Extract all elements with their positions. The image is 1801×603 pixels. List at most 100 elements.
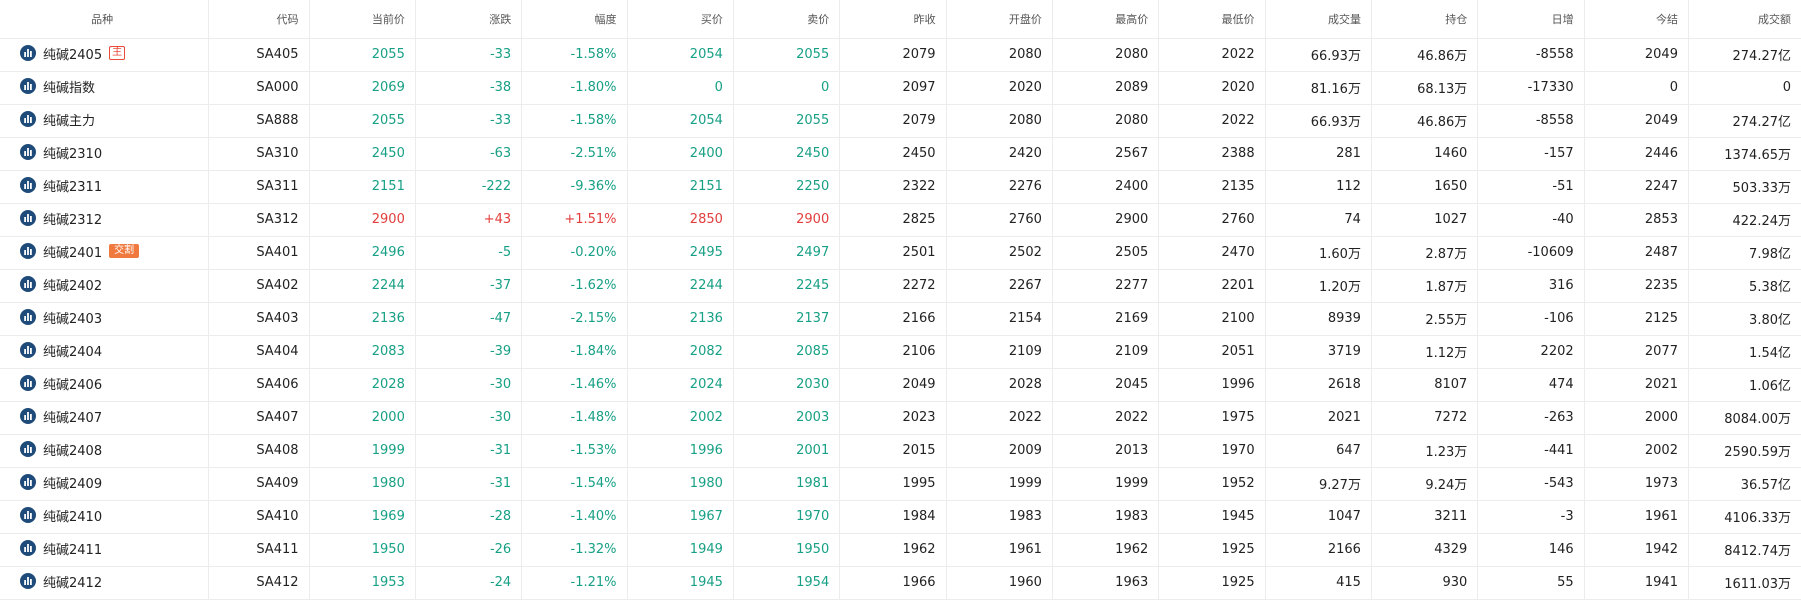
bar-chart-icon[interactable]	[20, 177, 36, 194]
pct-cell: -1.62%	[521, 269, 628, 303]
contract-name-cell[interactable]: 纯碱2405 主	[0, 38, 210, 72]
contract-name-cell[interactable]: 纯碱2311	[0, 170, 210, 204]
contract-name[interactable]: 纯碱2403	[43, 311, 103, 327]
contract-name[interactable]: 纯碱2410	[43, 509, 103, 525]
bar-chart-icon[interactable]	[20, 507, 36, 524]
prev-close-cell: 1984	[839, 500, 947, 534]
contract-name[interactable]: 纯碱2402	[43, 278, 103, 294]
table-row[interactable]: 纯碱2405 主 SA405 2055 -33 -1.58% 2054 2055 2079 208…	[0, 38, 1801, 72]
table-row[interactable]: 纯碱2408 SA408 1999 -31 -1.53% 1996 2001 2015 2009…	[0, 434, 1801, 468]
column-header-low[interactable]: 最低价	[1158, 0, 1266, 39]
table-row[interactable]: 纯碱指数 SA000 2069 -38 -1.80% 0 0 2097 2020 2089 2020…	[0, 71, 1801, 105]
contract-name[interactable]: 纯碱2311	[43, 179, 103, 195]
turnover-cell: 0	[1688, 71, 1801, 105]
table-row[interactable]: 纯碱2311 SA311 2151 -222 -9.36% 2151 2250 2322 227…	[0, 170, 1801, 204]
daily-increase-cell: -157	[1477, 137, 1585, 171]
table-row[interactable]: 纯碱2310 SA310 2450 -63 -2.51% 2400 2450 2450 2420…	[0, 137, 1801, 171]
bar-chart-icon[interactable]	[20, 408, 36, 425]
column-header-price[interactable]: 当前价	[309, 0, 416, 39]
change-cell: -47	[415, 302, 523, 336]
bar-chart-icon[interactable]	[20, 45, 36, 62]
bar-chart-icon[interactable]	[20, 210, 36, 227]
change-cell: -5	[415, 236, 523, 270]
table-row[interactable]: 纯碱2409 SA409 1980 -31 -1.54% 1980 1981 1995 1999…	[0, 467, 1801, 501]
contract-name[interactable]: 纯碱2312	[43, 212, 103, 228]
column-header-daily-increase[interactable]: 日增	[1477, 0, 1585, 39]
code-cell: SA404	[208, 335, 310, 369]
table-row[interactable]: 纯碱主力 SA888 2055 -33 -1.58% 2054 2055 2079 2080 20…	[0, 104, 1801, 138]
column-header-open-interest[interactable]: 持仓	[1371, 0, 1479, 39]
contract-name-cell[interactable]: 纯碱2411	[0, 533, 210, 567]
contract-name-cell[interactable]: 纯碱2403	[0, 302, 210, 336]
column-header-code[interactable]: 代码	[208, 0, 310, 39]
column-header-open[interactable]: 开盘价	[946, 0, 1053, 39]
table-row[interactable]: 纯碱2407 SA407 2000 -30 -1.48% 2002 2003 2023 2022…	[0, 401, 1801, 435]
column-header-prev-close[interactable]: 昨收	[839, 0, 947, 39]
contract-name-cell[interactable]: 纯碱2402	[0, 269, 210, 303]
bar-chart-icon[interactable]	[20, 243, 36, 260]
contract-name-cell[interactable]: 纯碱2407	[0, 401, 210, 435]
table-row[interactable]: 纯碱2404 SA404 2083 -39 -1.84% 2082 2085 2106 2109…	[0, 335, 1801, 369]
contract-name[interactable]: 纯碱2406	[43, 377, 103, 393]
bar-chart-icon[interactable]	[20, 441, 36, 458]
contract-name-cell[interactable]: 纯碱2408	[0, 434, 210, 468]
contract-name[interactable]: 纯碱2401	[43, 245, 103, 261]
column-header-ask[interactable]: 卖价	[733, 0, 841, 39]
price-cell: 2244	[309, 269, 416, 303]
column-header-turnover[interactable]: 成交额	[1688, 0, 1801, 39]
bar-chart-icon[interactable]	[20, 309, 36, 326]
column-header-settle[interactable]: 今结	[1584, 0, 1689, 39]
bar-chart-icon[interactable]	[20, 78, 36, 95]
contract-name[interactable]: 纯碱2310	[43, 146, 103, 162]
column-header-pct[interactable]: 幅度	[521, 0, 628, 39]
contract-name[interactable]: 纯碱2409	[43, 476, 103, 492]
contract-name-cell[interactable]: 纯碱2312	[0, 203, 210, 237]
contract-name[interactable]: 纯碱2408	[43, 443, 103, 459]
ask-cell: 2003	[733, 401, 841, 435]
settle-cell: 2487	[1584, 236, 1689, 270]
contract-name[interactable]: 纯碱指数	[43, 80, 96, 96]
column-header-high[interactable]: 最高价	[1052, 0, 1160, 39]
bar-chart-icon[interactable]	[20, 573, 36, 590]
contract-name-cell[interactable]: 纯碱指数	[0, 71, 210, 105]
table-row[interactable]: 纯碱2403 SA403 2136 -47 -2.15% 2136 2137 2166 2154…	[0, 302, 1801, 336]
bar-chart-icon[interactable]	[20, 111, 36, 128]
table-row[interactable]: 纯碱2401 交割 SA401 2496 -5 -0.20% 2495 2497 2501 250…	[0, 236, 1801, 270]
contract-name[interactable]: 纯碱2412	[43, 575, 103, 591]
contract-name-cell[interactable]: 纯碱2412	[0, 566, 210, 600]
table-row[interactable]: 纯碱2402 SA402 2244 -37 -1.62% 2244 2245 2272 2267…	[0, 269, 1801, 303]
bar-chart-icon[interactable]	[20, 375, 36, 392]
contract-name-cell[interactable]: 纯碱2406	[0, 368, 210, 402]
column-header-volume[interactable]: 成交量	[1265, 0, 1372, 39]
contract-name[interactable]: 纯碱主力	[43, 113, 96, 129]
contract-name-cell[interactable]: 纯碱2310	[0, 137, 210, 171]
contract-name-cell[interactable]: 纯碱2410	[0, 500, 210, 534]
bar-chart-icon[interactable]	[20, 276, 36, 293]
bar-chart-icon[interactable]	[20, 342, 36, 359]
contract-name-cell[interactable]: 纯碱2401 交割	[0, 236, 210, 270]
open-interest-cell: 2.55万	[1371, 302, 1479, 336]
contract-name[interactable]: 纯碱2407	[43, 410, 103, 426]
table-row[interactable]: 纯碱2410 SA410 1969 -28 -1.40% 1967 1970 1984 1983…	[0, 500, 1801, 534]
contract-name-cell[interactable]: 纯碱主力	[0, 104, 210, 138]
price-cell: 2000	[309, 401, 416, 435]
bar-chart-icon[interactable]	[20, 144, 36, 161]
code-cell: SA406	[208, 368, 310, 402]
price-cell: 1999	[309, 434, 416, 468]
contract-name[interactable]: 纯碱2404	[43, 344, 103, 360]
contract-name-group: 纯碱2412	[20, 572, 102, 591]
column-header-change[interactable]: 涨跌	[415, 0, 523, 39]
contract-name[interactable]: 纯碱2405	[43, 47, 103, 63]
column-header-bid[interactable]: 买价	[627, 0, 734, 39]
contract-name[interactable]: 纯碱2411	[43, 542, 103, 558]
column-header-name[interactable]: 品种	[0, 0, 210, 39]
bar-chart-icon[interactable]	[20, 474, 36, 491]
contract-name-cell[interactable]: 纯碱2409	[0, 467, 210, 501]
pct-cell: -1.40%	[521, 500, 628, 534]
bar-chart-icon[interactable]	[20, 540, 36, 557]
table-row[interactable]: 纯碱2406 SA406 2028 -30 -1.46% 2024 2030 2049 2028…	[0, 368, 1801, 402]
table-row[interactable]: 纯碱2411 SA411 1950 -26 -1.32% 1949 1950 1962 1961…	[0, 533, 1801, 567]
contract-name-cell[interactable]: 纯碱2404	[0, 335, 210, 369]
table-row[interactable]: 纯碱2412 SA412 1953 -24 -1.21% 1945 1954 1966 1960…	[0, 566, 1801, 600]
table-row[interactable]: 纯碱2312 SA312 2900 +43 +1.51% 2850 2900 2825 2760…	[0, 203, 1801, 237]
